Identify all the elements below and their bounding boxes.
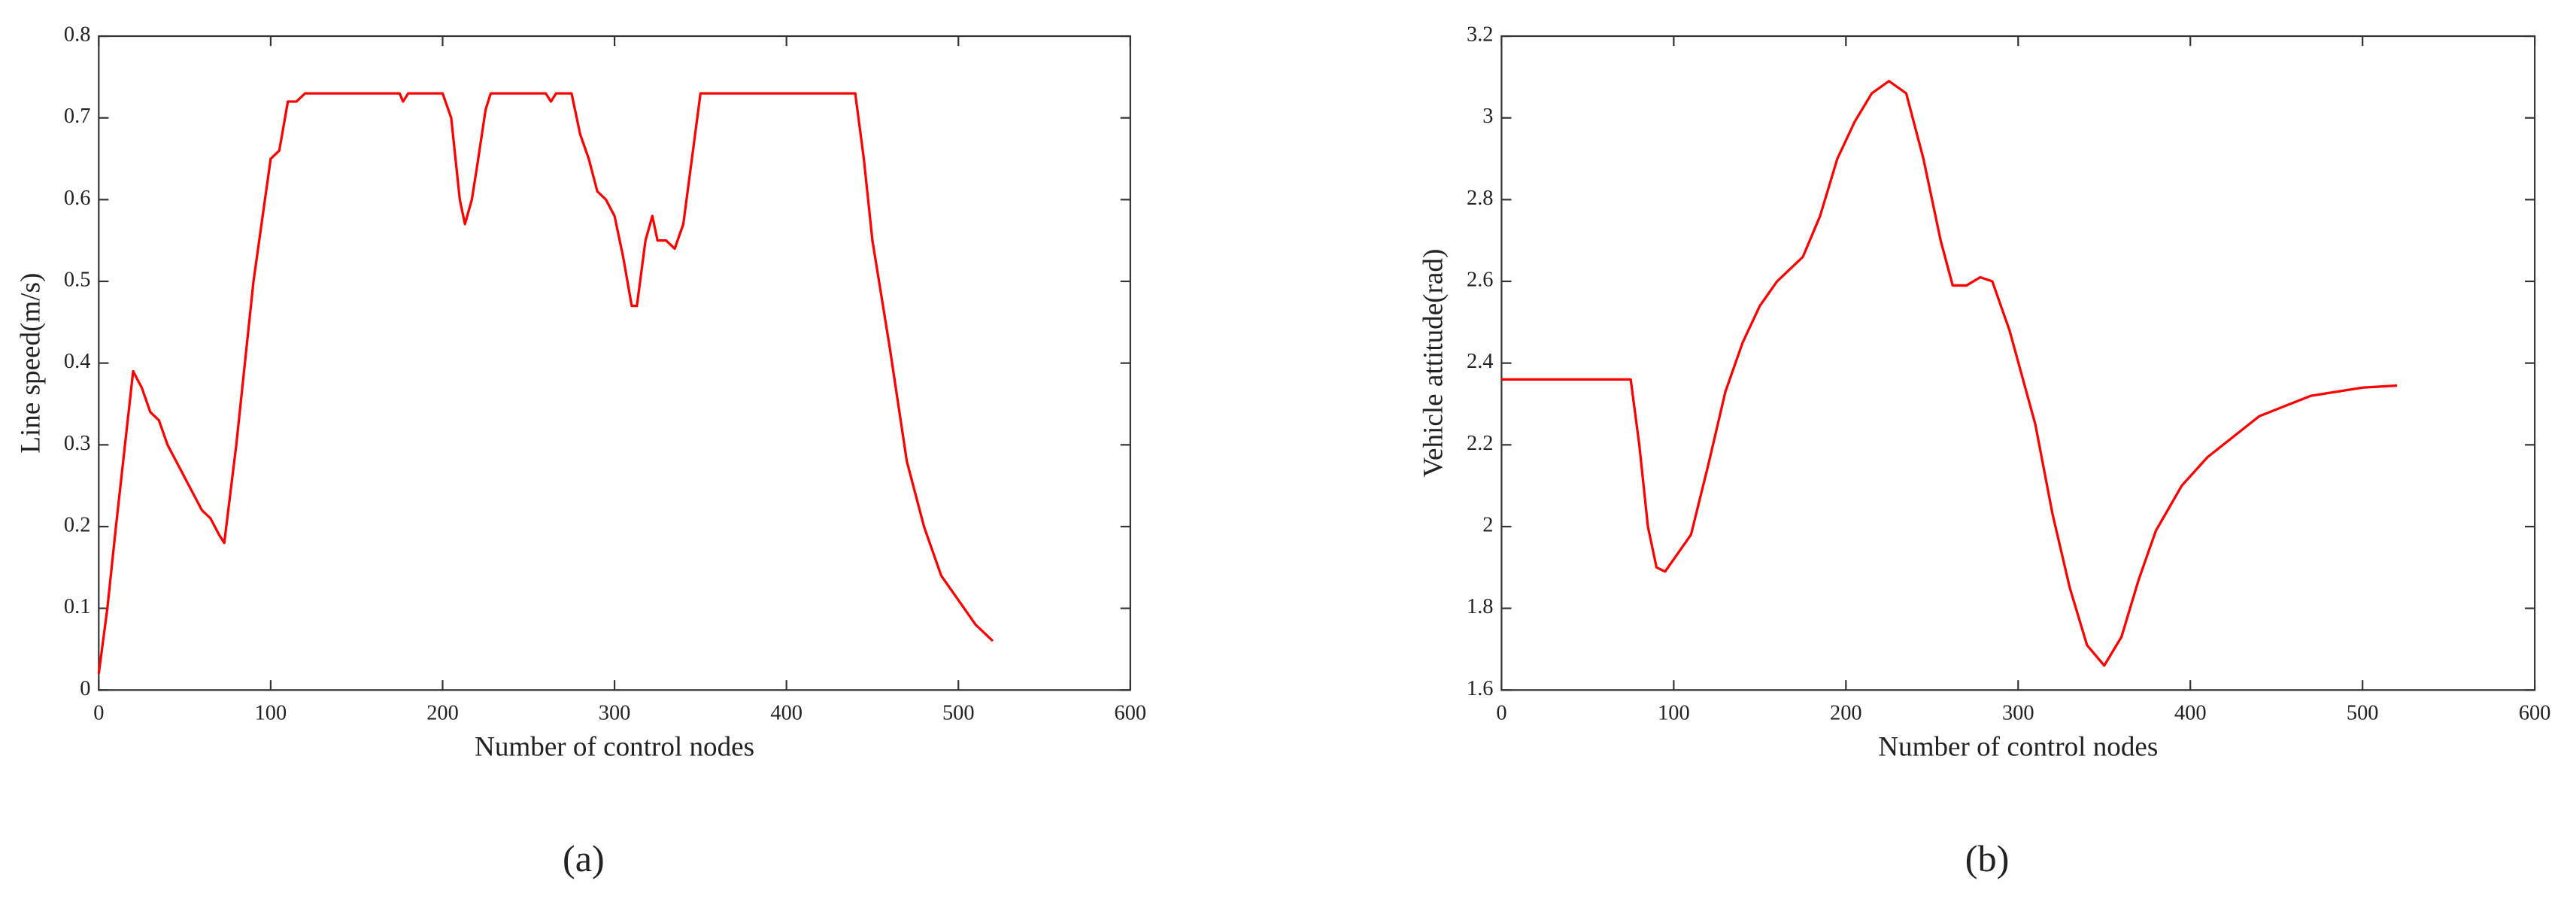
y-tick-label: 1.8 — [1467, 595, 1493, 618]
x-axis-title: Number of control nodes — [475, 731, 754, 762]
y-tick-label: 2.2 — [1467, 432, 1493, 455]
x-tick-label: 200 — [1830, 702, 1862, 725]
y-tick-label: 0.3 — [64, 432, 90, 455]
y-tick-label: 0.7 — [64, 105, 90, 128]
data-line — [1501, 80, 2398, 667]
y-axis-title: Vehicle attitude(rad) — [1418, 249, 1449, 478]
x-tick-label: 100 — [255, 702, 287, 725]
x-tick-label: 600 — [1115, 702, 1147, 725]
y-tick-label: 0.2 — [64, 513, 90, 536]
y-tick-label: 2 — [1482, 513, 1493, 536]
y-tick-label: 0.8 — [64, 23, 90, 47]
data-line — [97, 92, 994, 674]
y-tick-label: 3.2 — [1467, 23, 1493, 47]
x-tick-label: 400 — [2174, 702, 2207, 725]
y-tick-label: 0.5 — [64, 269, 90, 292]
x-tick-label: 400 — [770, 702, 803, 725]
caption: (b) — [1965, 837, 2010, 879]
x-tick-label: 500 — [2347, 702, 2379, 725]
x-tick-label: 0 — [93, 702, 104, 725]
x-tick-label: 300 — [2002, 702, 2034, 725]
y-tick-label: 3 — [1482, 105, 1493, 128]
x-tick-label: 500 — [942, 702, 975, 725]
y-tick-label: 0.1 — [64, 595, 90, 618]
x-tick-label: 100 — [1658, 702, 1690, 725]
x-tick-label: 300 — [599, 702, 631, 725]
y-tick-label: 0.6 — [64, 187, 90, 210]
y-tick-label: 0.4 — [64, 350, 90, 373]
y-tick-label: 2.6 — [1467, 269, 1493, 292]
y-axis-title: Line speed(m/s) — [15, 273, 46, 454]
y-tick-label: 0 — [80, 677, 90, 700]
y-tick-label: 2.8 — [1467, 187, 1493, 210]
x-tick-label: 200 — [426, 702, 459, 725]
y-tick-label: 1.6 — [1467, 677, 1493, 700]
y-tick-label: 2.4 — [1467, 350, 1493, 373]
x-tick-label: 600 — [2519, 702, 2551, 725]
caption: (a) — [563, 837, 605, 879]
plot-frame — [98, 35, 1131, 691]
x-tick-label: 0 — [1496, 702, 1506, 725]
x-axis-title: Number of control nodes — [1878, 731, 2158, 762]
